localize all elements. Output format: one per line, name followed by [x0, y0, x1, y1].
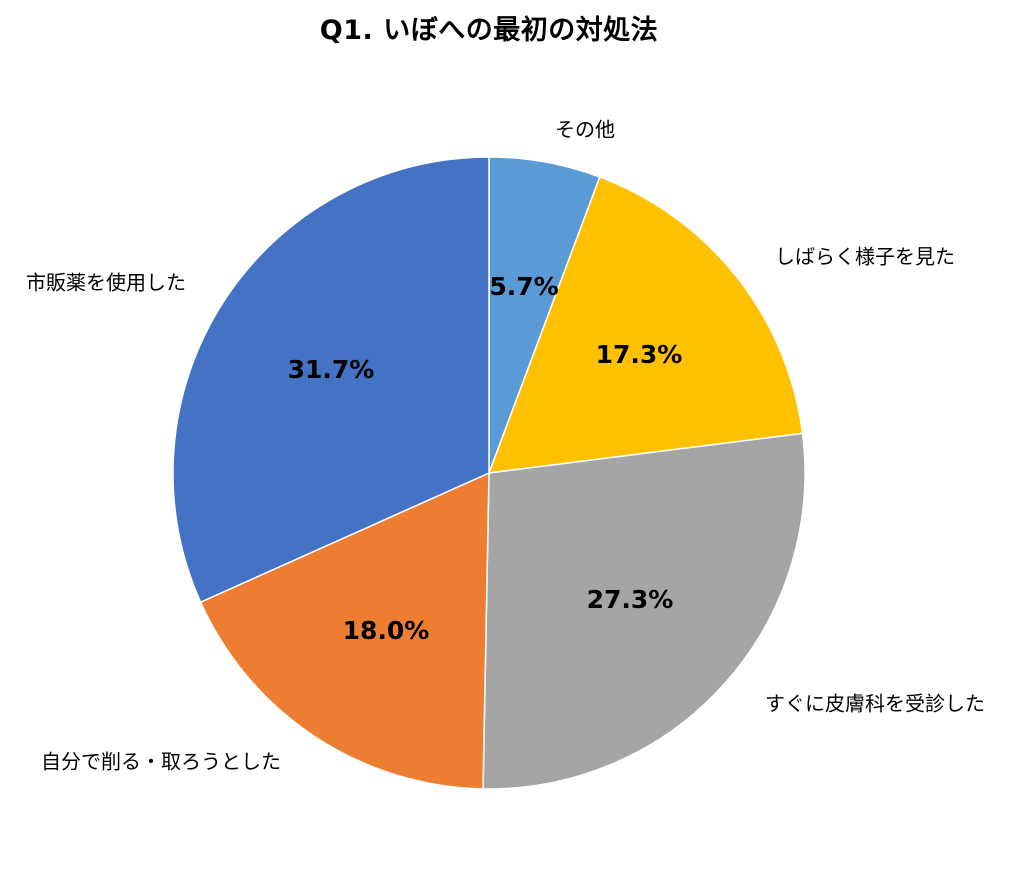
category-label-dermatologist: すぐに皮膚科を受診した [765, 692, 985, 716]
pie-slices [172, 156, 806, 790]
pie-slice-dermatologist [482, 432, 806, 790]
pie-slice-self-removal [199, 471, 490, 790]
pie-slice-wait-and-see [487, 176, 804, 474]
category-label-self-removal: 自分で削る・取ろうとした [41, 750, 281, 774]
data-label-otc-medicine: 31.7% [288, 355, 375, 384]
category-label-wait-and-see: しばらく様子を見た [775, 245, 955, 269]
pie-slice-otc-medicine [172, 156, 490, 604]
data-label-dermatologist: 27.3% [587, 585, 674, 614]
category-label-other: その他 [555, 118, 615, 142]
data-label-other: 5.7% [489, 272, 558, 301]
data-label-wait-and-see: 17.3% [596, 340, 683, 369]
percentage-labels: 5.7% 17.3% 27.3% 18.0% 31.7% [288, 272, 683, 645]
category-label-otc-medicine: 市販薬を使用した [26, 271, 186, 295]
data-label-self-removal: 18.0% [343, 616, 430, 645]
chart-title: Q1. いぼへの最初の対処法 [319, 15, 659, 46]
